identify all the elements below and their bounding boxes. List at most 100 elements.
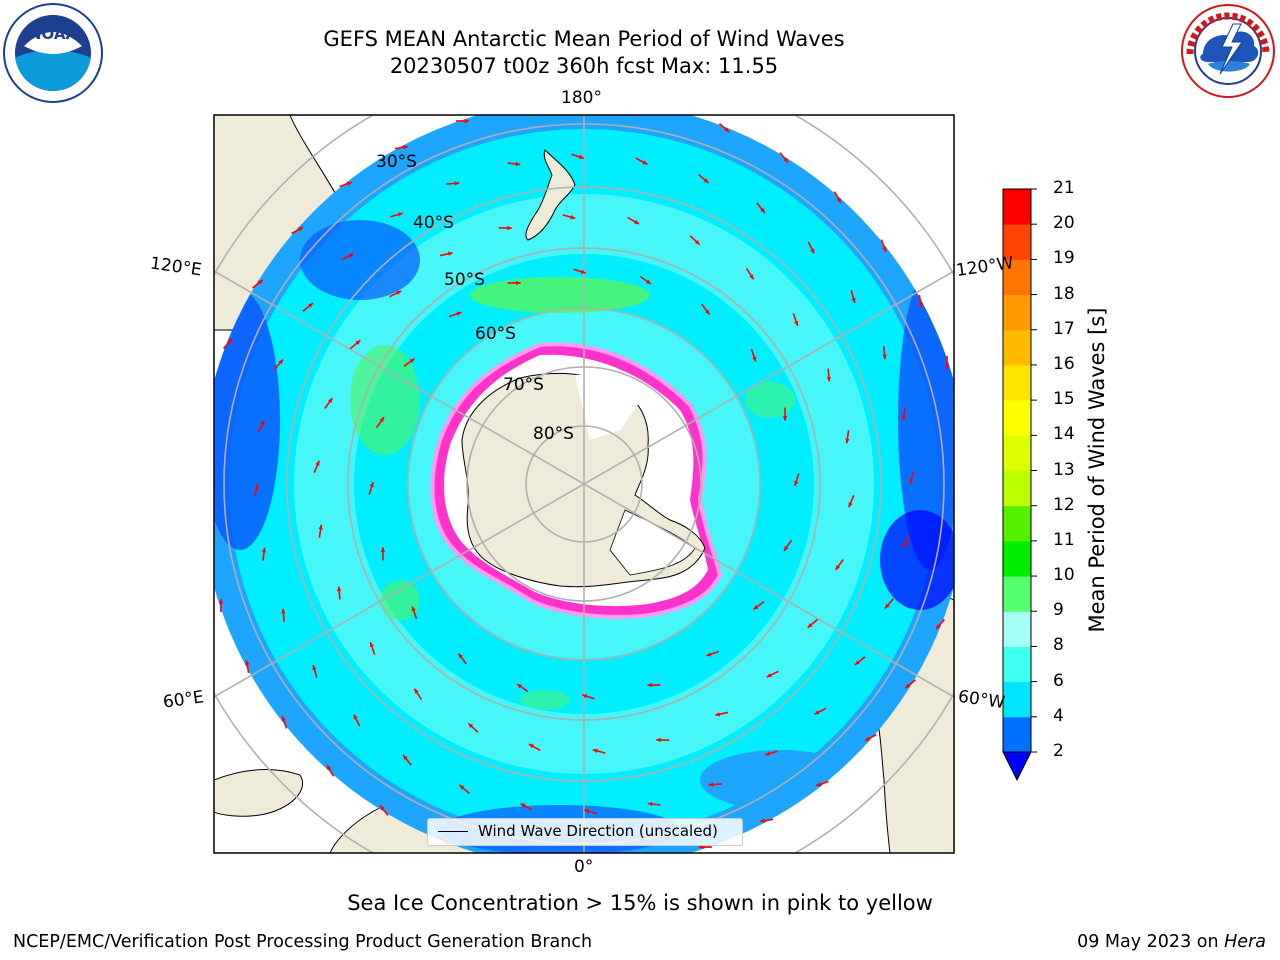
footer-date: 09 May 2023 on Hera: [1077, 932, 1266, 952]
wind-wave-arrow-head: [245, 660, 250, 666]
wind-wave-arrow-head: [882, 246, 887, 252]
colorbar-segment: [1003, 681, 1031, 718]
wind-wave-arrow-head: [353, 714, 358, 720]
colorbar-tick-label: 11: [1053, 529, 1075, 550]
colorbar-segment: [1003, 259, 1031, 296]
wind-wave-arrow-head: [634, 860, 639, 864]
colorbar: [1002, 188, 1037, 782]
wind-wave-arrow-head: [647, 801, 653, 807]
wind-wave-arrow-head: [409, 358, 415, 363]
wind-wave-arrow-head: [459, 785, 465, 790]
wind-wave-arrow-head: [454, 181, 460, 186]
wind-wave-arrow-head: [885, 603, 890, 609]
colorbar-segment: [1003, 646, 1031, 683]
map-frame: [213, 114, 955, 854]
wind-wave-arrow-head: [708, 782, 714, 787]
wind-wave-arrow-head: [458, 653, 463, 659]
wind-wave-arrow: [199, 468, 204, 480]
colorbar-segment: [1003, 435, 1031, 471]
wind-wave-arrow-head: [568, 864, 573, 868]
wind-wave-arrow: [521, 104, 534, 106]
wind-wave-arrow-head: [851, 297, 856, 303]
sea-ice-note: Sea Ice Concentration > 15% is shown in …: [347, 891, 933, 915]
footer-host: Hera: [1224, 932, 1266, 952]
wind-wave-arrow-head: [753, 605, 759, 610]
map-subtitle: 20230507 t00z 360h fcst Max: 11.55: [389, 54, 779, 78]
wind-wave-arrow-head: [528, 744, 534, 749]
noaa-logo: NOAA: [3, 3, 103, 103]
nws-logo: [1181, 4, 1275, 98]
wind-wave-arrow-head: [336, 586, 342, 592]
wind-wave-arrow-head: [826, 376, 832, 382]
wind-wave-arrow-head: [783, 157, 789, 163]
wind-wave-arrow-head: [901, 415, 907, 421]
wind-wave-arrow-head: [634, 219, 640, 224]
wind-wave-arrow-head: [705, 309, 710, 315]
wind-wave-arrow-head: [260, 420, 265, 426]
wind-wave-arrow-head: [854, 660, 860, 665]
colorbar-tick-label: 9: [1053, 600, 1064, 621]
wind-wave-arrow-head: [447, 251, 453, 256]
wind-wave-arrow-head: [760, 818, 766, 823]
wind-wave-arrow: [956, 555, 963, 566]
wind-wave-arrow-head: [516, 280, 521, 286]
wind-wave-arrow-head: [308, 303, 314, 308]
colorbar-label: Mean Period of Wind Waves [s]: [1085, 307, 1109, 633]
wind-wave-arrow-head: [647, 682, 652, 688]
wind-wave-arrow-head: [794, 480, 799, 486]
wind-wave-arrow-head: [814, 710, 820, 715]
colorbar-segment: [1003, 576, 1031, 612]
graticule: [214, 115, 954, 853]
wind-wave-arrow-head: [960, 429, 964, 434]
colorbar-segment: [1003, 364, 1031, 401]
colorbar-segment: [1003, 470, 1031, 507]
wind-wave-arrow-head: [328, 398, 333, 403]
wind-wave-arrow-head: [592, 748, 598, 753]
wind-wave-arrow-head: [515, 161, 521, 167]
colorbar-tick-label: 2: [1053, 741, 1064, 761]
wind-wave-arrow-head: [584, 809, 590, 814]
lat-label-30s: 30°S: [376, 152, 417, 172]
wind-wave-arrow-head: [835, 565, 840, 570]
wind-wave-arrow-head: [848, 502, 853, 508]
lat-label-80s: 80°S: [533, 424, 574, 444]
wind-wave-arrow-head: [379, 417, 385, 422]
wind-wave-arrow-head: [380, 547, 386, 552]
wind-wave-arrow-head: [752, 356, 757, 362]
legend-label: Wind Wave Direction (unscaled): [478, 822, 718, 840]
wind-wave-arrow-head: [944, 364, 950, 370]
wind-wave-arrow-head: [403, 754, 408, 760]
wind-wave-arrow-head: [281, 608, 286, 614]
wind-wave-arrow-head: [807, 623, 813, 628]
wind-wave-arrow-head: [642, 160, 648, 165]
colorbar-tick-label: 15: [1053, 389, 1075, 410]
wind-wave-arrow-head: [909, 478, 914, 484]
wind-wave-arrow-head: [468, 723, 474, 729]
wind-wave-arrow-head: [254, 484, 259, 490]
wind-wave-arrow-head: [782, 416, 788, 421]
colorbar-tick-label: 21: [1053, 178, 1075, 198]
wind-wave-arrow-head: [411, 606, 416, 612]
wind-wave-arrow-head: [281, 716, 286, 722]
colorbar-segment: [1003, 189, 1031, 225]
wind-wave-arrow: [964, 488, 969, 500]
wind-wave-arrow-head: [379, 805, 385, 811]
colorbar-segment: [1003, 611, 1031, 647]
wind-wave-arrow-head: [261, 547, 267, 553]
wind-wave-arrow-head: [578, 154, 584, 159]
lat-label-50s: 50°S: [444, 270, 485, 290]
wind-wave-arrow: [634, 861, 647, 863]
wind-wave-arrow-head: [794, 320, 799, 326]
colorbar-extend-min: [1002, 751, 1032, 782]
colorbar-segment: [1003, 294, 1031, 331]
wind-wave-arrow-head: [935, 624, 941, 630]
wind-wave-arrow-head: [715, 712, 721, 717]
wind-wave-arrow-head: [865, 736, 871, 741]
colorbar-tick-label: 13: [1053, 459, 1075, 480]
wind-wave-arrow-head: [396, 290, 402, 295]
lat-label-70s: 70°S: [503, 375, 544, 395]
wind-wave-arrow-head: [517, 683, 522, 689]
wind-wave-arrow-head: [661, 108, 666, 112]
land-new-zealand: [525, 149, 576, 241]
